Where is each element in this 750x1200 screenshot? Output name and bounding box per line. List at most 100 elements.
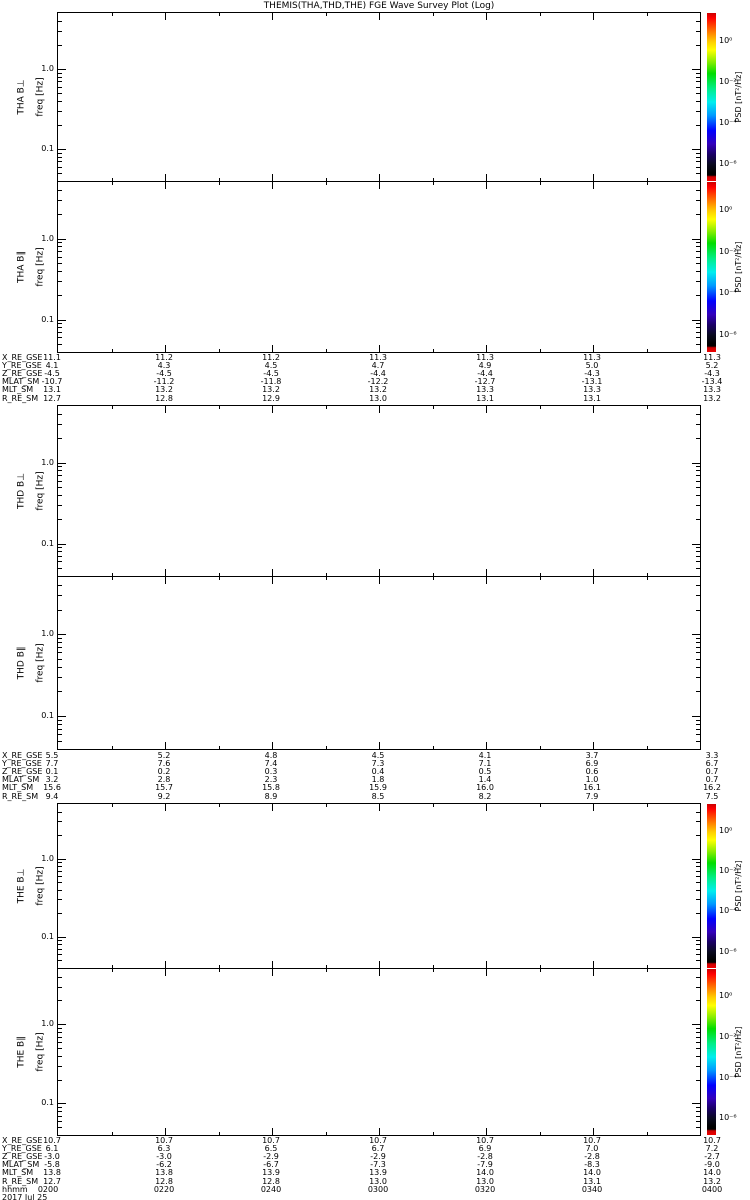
x-minor-tick — [219, 406, 220, 409]
eph-value: 10.7 — [369, 1136, 387, 1145]
y-major-tick — [58, 69, 66, 70]
eph-value: 7.0 — [585, 1144, 599, 1153]
panel-label-tha-bperp: THA B⊥ — [16, 79, 27, 115]
y-minor-tick — [696, 519, 700, 520]
y-minor-tick — [58, 414, 62, 415]
y-minor-tick — [58, 200, 62, 201]
eph-value: 10.7 — [703, 1136, 721, 1145]
eph-value: -12.2 — [367, 377, 389, 386]
eph-value: -2.9 — [370, 1152, 386, 1161]
eph-value: 12.8 — [262, 1177, 280, 1186]
y-minor-tick — [696, 31, 700, 32]
y-minor-tick — [58, 1116, 62, 1117]
eph-value: 14.0 — [703, 1168, 721, 1177]
x-major-tick — [165, 13, 166, 20]
eph-row-label: Y_RE_GSE — [2, 759, 42, 768]
eph-value: 11.3 — [369, 353, 387, 362]
x-major-tick — [486, 174, 487, 181]
y-minor-tick — [696, 153, 700, 154]
y-minor-tick — [58, 21, 62, 22]
x-minor-tick — [647, 746, 648, 749]
y-minor-tick — [58, 691, 62, 692]
eph-value: 8.9 — [264, 792, 278, 801]
x-major-tick — [272, 182, 273, 189]
y-minor-tick — [696, 470, 700, 471]
x-major-tick — [486, 969, 487, 976]
eph-value: 4.9 — [478, 361, 492, 370]
colorbar-title: PSD [nT²/Hz] — [734, 860, 743, 912]
x-minor-tick — [540, 969, 541, 972]
y-major-tick — [58, 859, 66, 860]
x-major-tick — [593, 961, 594, 968]
colorbar-tick-label: 10⁰ — [719, 826, 733, 835]
y-major-tick — [58, 544, 66, 545]
y-minor-tick — [58, 1028, 62, 1029]
eph-value: 4.1 — [478, 751, 492, 760]
y-minor-tick — [696, 977, 700, 978]
eph-row-label: MLAT_SM — [2, 1160, 40, 1169]
x-minor-tick — [540, 577, 541, 580]
y-minor-tick — [696, 190, 700, 191]
eph-value: -6.7 — [263, 1160, 279, 1169]
eph-value: 12.7 — [43, 1177, 61, 1186]
panel-label-tha-bpar: THA B∥ — [16, 251, 27, 283]
y-minor-tick — [58, 913, 62, 914]
x-major-tick — [593, 406, 594, 413]
eph-value: 13.8 — [155, 1168, 173, 1177]
y-major-tick — [692, 320, 700, 321]
x-minor-tick — [219, 573, 220, 576]
y-tick-label: 1.0 — [41, 234, 54, 243]
eph-value: 12.8 — [155, 394, 173, 403]
eph-value: 13.2 — [703, 394, 721, 403]
x-minor-tick — [647, 1132, 648, 1135]
colorbar-tick-label: 10⁻⁶ — [719, 947, 737, 956]
y-minor-tick — [58, 720, 62, 721]
y-minor-tick — [58, 190, 62, 191]
y-minor-tick — [696, 337, 700, 338]
eph-row-label: R_RE_SM — [2, 394, 39, 403]
x-minor-tick — [433, 804, 434, 807]
x-minor-tick — [540, 349, 541, 352]
eph-value: 14.0 — [583, 1168, 601, 1177]
x-major-tick — [486, 577, 487, 584]
y-minor-tick — [58, 749, 62, 750]
eph-value: 13.1 — [476, 394, 494, 403]
colorbar-tick-label: 10⁻⁴ — [719, 1073, 737, 1082]
panel-frame-the-bpar — [57, 968, 701, 1136]
y-minor-tick — [58, 87, 62, 88]
x-minor-tick — [433, 965, 434, 968]
y-minor-tick — [696, 1000, 700, 1001]
eph-value: 13.2 — [703, 1177, 721, 1186]
y-minor-tick — [58, 167, 62, 168]
y-minor-tick — [696, 45, 700, 46]
colorbar-tha-bperp — [707, 13, 716, 181]
eph-value: -4.5 — [156, 369, 172, 378]
eph-value: 11.3 — [583, 353, 601, 362]
y-minor-tick — [696, 271, 700, 272]
x-minor-tick — [219, 804, 220, 807]
eph-value: 0.7 — [705, 775, 719, 784]
eph-value: 10.7 — [262, 1136, 280, 1145]
eph-value: 11.2 — [155, 353, 173, 362]
eph-row-label: Y_RE_GSE — [2, 361, 42, 370]
eph-value: 13.1 — [43, 385, 61, 394]
y-minor-tick — [58, 161, 62, 162]
y-major-tick — [58, 937, 66, 938]
y-minor-tick — [696, 414, 700, 415]
x-major-tick — [593, 804, 594, 811]
x-major-tick — [379, 804, 380, 811]
y-major-tick — [692, 544, 700, 545]
y-minor-tick — [58, 899, 62, 900]
y-major-tick — [58, 149, 66, 150]
eph-value: -13.4 — [701, 377, 723, 386]
x-major-tick — [593, 345, 594, 352]
y-minor-tick — [696, 667, 700, 668]
colorbar-tick-label: 10⁻⁴ — [719, 118, 737, 127]
y-major-tick — [692, 937, 700, 938]
x-minor-tick — [112, 13, 113, 16]
x-major-tick — [593, 174, 594, 181]
time-tick-label: 0400 — [701, 1185, 723, 1194]
x-major-tick — [272, 969, 273, 976]
y-minor-tick — [696, 987, 700, 988]
eph-value: 13.3 — [476, 385, 494, 394]
